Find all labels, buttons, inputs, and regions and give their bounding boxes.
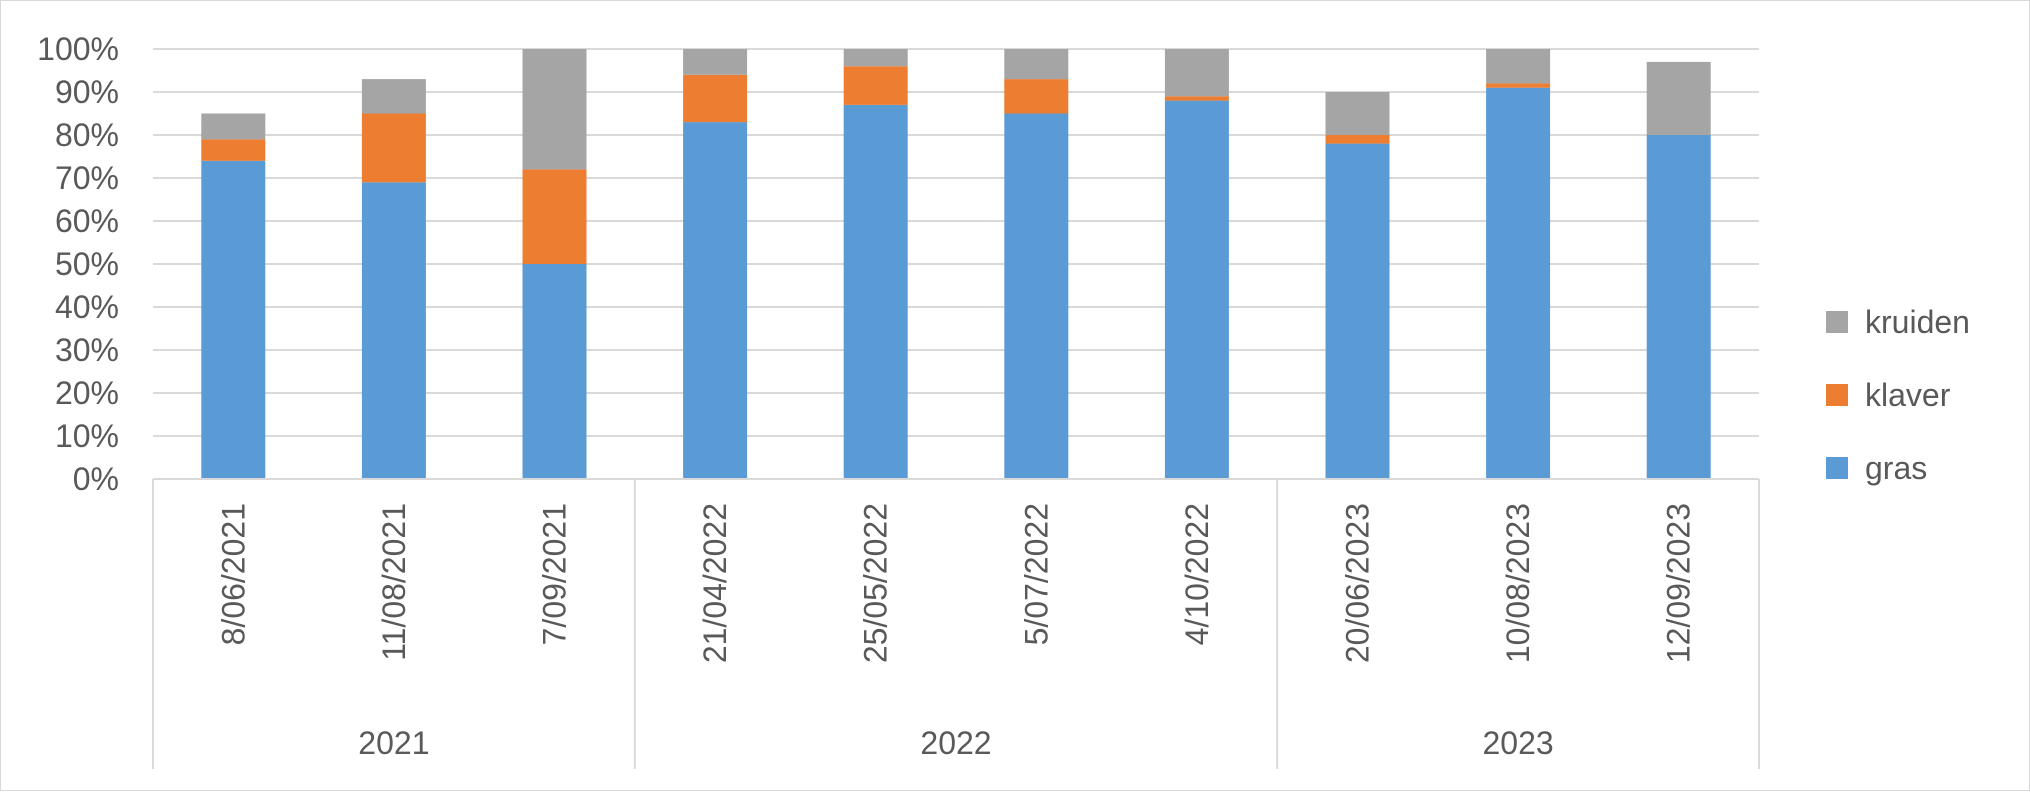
bar-gras [1325,143,1390,479]
bar-gras [1004,113,1069,479]
bar-kruiden [522,49,587,170]
legend-label-kruiden: kruiden [1865,304,1970,340]
bar-gras [361,182,426,480]
x-group-label: 2023 [1483,725,1554,761]
bar-klaver [522,169,587,264]
bar-kruiden [1164,49,1229,97]
y-tick-label: 80% [55,117,119,153]
y-tick-label: 70% [55,160,119,196]
x-tick-label: 20/06/2023 [1340,503,1376,663]
x-tick-label: 25/05/2022 [858,503,894,663]
legend-swatch-kruiden [1826,311,1848,333]
bar-klaver [1004,79,1069,114]
bar-gras [201,160,266,480]
bar-gras [1486,87,1551,479]
y-axis-ticks: 0% 10% 20% 30% 40% 50% 60% 70% 80% 90% 100% [37,31,119,497]
legend-swatch-klaver [1826,384,1848,406]
y-tick-label: 10% [55,418,119,454]
x-tick-label: 4/10/2022 [1179,503,1215,645]
legend: kruiden klaver gras [1826,304,1970,486]
x-tick-label: 10/08/2023 [1500,503,1536,663]
y-tick-label: 0% [73,461,119,497]
x-tick-label: 5/07/2022 [1018,503,1054,645]
bar-klaver [843,66,908,105]
x-axis: 8/06/2021 11/08/2021 7/09/2021 21/04/2022 25… [152,478,1760,769]
legend-swatch-gras [1826,457,1848,479]
y-tick-label: 40% [55,289,119,325]
x-tick-label: 11/08/2021 [376,503,412,661]
bar-gras [843,104,908,480]
x-tick-label: 21/04/2022 [697,503,733,663]
x-group-label: 2021 [358,725,429,761]
y-tick-label: 20% [55,375,119,411]
y-tick-label: 100% [37,31,119,67]
y-tick-label: 60% [55,203,119,239]
bar-gras [1646,135,1711,479]
bar-klaver [201,139,266,161]
bar-kruiden [201,113,266,140]
bar-klaver [683,74,748,123]
x-tick-label: 12/09/2023 [1661,503,1697,663]
bar-klaver [1486,83,1551,88]
y-tick-label: 90% [55,74,119,110]
bar-kruiden [1004,49,1069,80]
bar-klaver [361,113,426,183]
bar-kruiden [843,49,908,67]
y-tick-label: 30% [55,332,119,368]
y-tick-label: 50% [55,246,119,282]
bar-gras [1164,100,1229,479]
bar-kruiden [683,49,748,75]
bar-gras [683,122,748,479]
bar-kruiden [1325,92,1390,135]
bar-kruiden [1486,49,1551,84]
bar-kruiden [361,79,426,114]
bar-klaver [1325,135,1390,144]
bar-kruiden [1646,61,1711,135]
x-group-label: 2022 [920,725,991,761]
x-tick-label: 7/09/2021 [537,503,573,645]
bars [201,49,1711,480]
x-tick-label: 8/06/2021 [215,503,251,645]
bar-gras [522,264,587,479]
legend-label-gras: gras [1865,450,1927,486]
legend-label-klaver: klaver [1865,377,1951,413]
bar-klaver [1164,96,1229,101]
